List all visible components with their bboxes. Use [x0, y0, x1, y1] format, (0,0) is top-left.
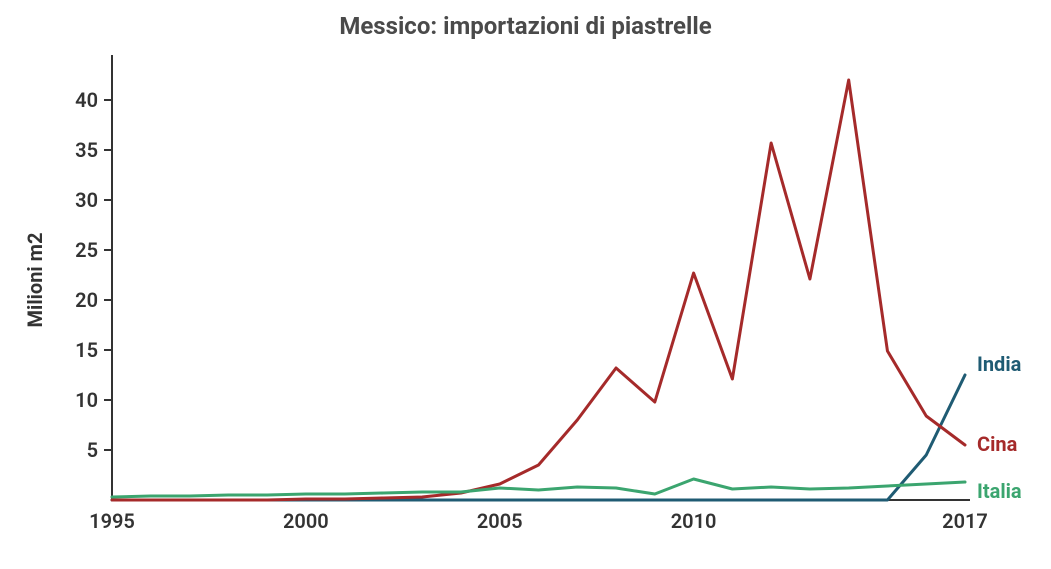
y-tick-label: 25: [75, 238, 98, 262]
series-label-cina: Cina: [977, 432, 1018, 456]
x-tick-label: 2010: [671, 509, 717, 533]
y-tick-label: 10: [75, 388, 98, 412]
chart-svg: 5 10 15 20 25 30 35 40 1995 2000 2005 2010 2017 Milio…: [0, 0, 1051, 569]
x-tick-label: 2005: [477, 509, 523, 533]
x-tick-label: 2000: [283, 509, 329, 533]
x-tick-label: 1995: [89, 509, 135, 533]
y-tick-label: 15: [75, 338, 98, 362]
y-tick-label: 20: [75, 288, 98, 312]
series-line-india: [112, 375, 965, 500]
y-tick-label: 30: [75, 188, 98, 212]
y-axis-label: Milioni m2: [23, 233, 47, 328]
chart-container: Messico: importazioni di piastrelle 5101…: [0, 0, 1051, 569]
y-tick-label: 5: [87, 438, 98, 462]
series-line-italia: [112, 479, 965, 497]
y-tick-label: 35: [75, 138, 98, 162]
series-label-india: India: [977, 352, 1022, 376]
series-label-italia: Italia: [977, 479, 1022, 503]
y-tick-label: 40: [75, 88, 98, 112]
series-line-cina: [112, 80, 965, 500]
x-tick-label: 2017: [942, 509, 988, 533]
